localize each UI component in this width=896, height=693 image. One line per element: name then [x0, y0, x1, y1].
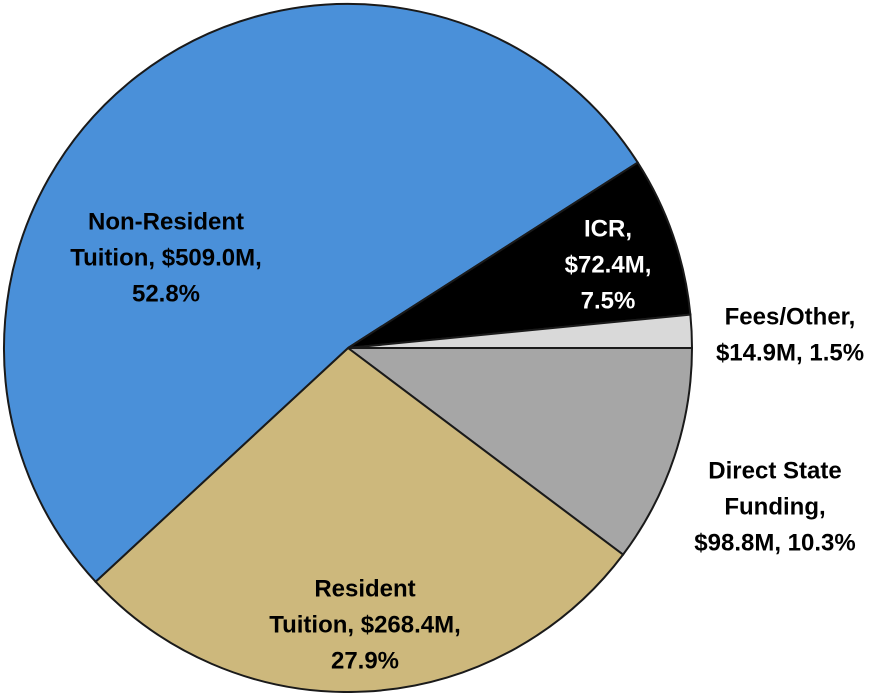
slice-label: Fees/Other, [725, 303, 856, 330]
slice-label: 27.9% [331, 647, 399, 674]
pie-slice [347, 161, 692, 349]
pie-slice [345, 347, 694, 557]
slice-label: Direct State [708, 457, 841, 484]
slice-label: $98.8M, 10.3% [694, 529, 855, 556]
slice-label: $14.9M, 1.5% [716, 339, 864, 366]
slice-label: Tuition, $268.4M, [269, 611, 461, 638]
slice-label: Tuition, $509.0M, [70, 244, 262, 271]
slice-label: Funding, [724, 493, 825, 520]
slice-label: $72.4M, [565, 251, 652, 278]
slice-label: Resident [314, 575, 415, 602]
pie-slice [347, 313, 694, 349]
pie-slice [94, 346, 625, 693]
slice-label: 52.8% [132, 280, 200, 307]
pie-slice [3, 3, 640, 584]
slice-label: Non-Resident [88, 208, 244, 235]
slice-label: 7.5% [581, 287, 636, 314]
slice-label: ICR, [584, 215, 632, 242]
